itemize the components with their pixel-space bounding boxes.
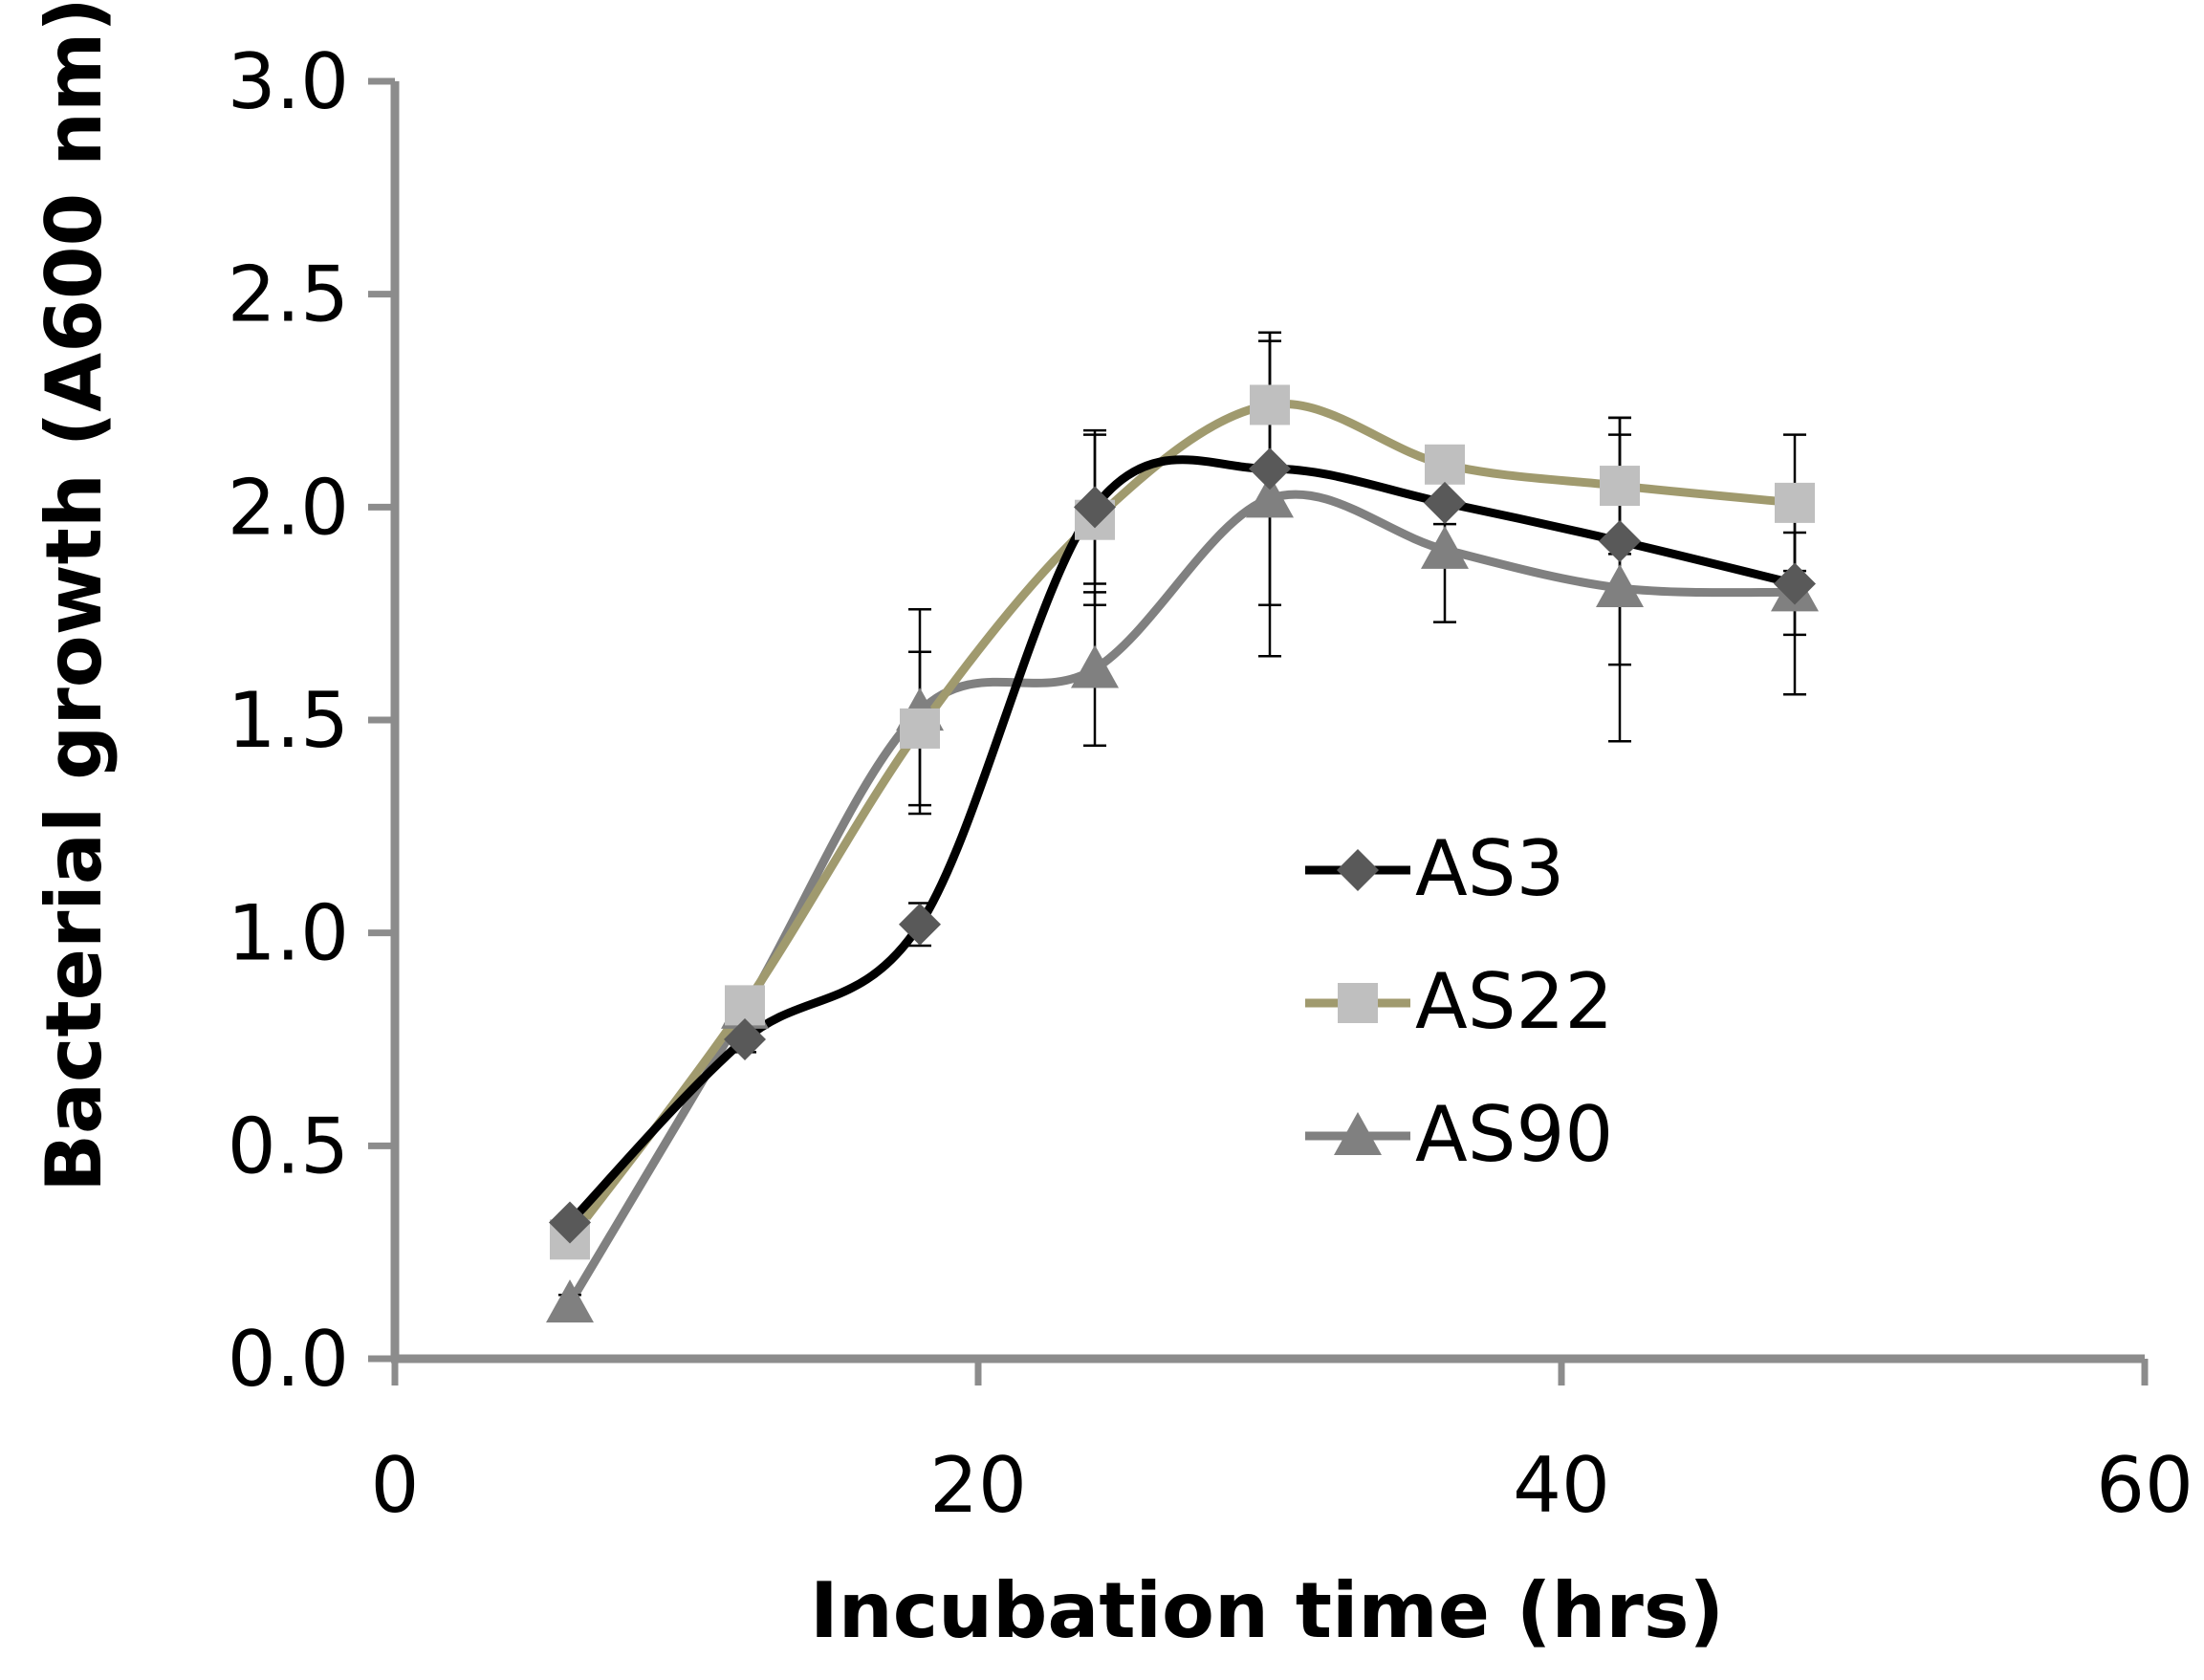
marker-as3: [549, 1201, 591, 1244]
y-tick-label: 0.0: [228, 1315, 349, 1404]
marker-as3: [724, 1018, 766, 1060]
x-tick-label: 0: [371, 1441, 420, 1530]
marker-as90: [546, 1279, 594, 1323]
legend: AS3 AS22 AS90: [1305, 824, 1613, 1179]
y-tick-label: 2.5: [228, 251, 349, 339]
marker-as3: [1774, 562, 1816, 605]
marker-as90: [1596, 563, 1644, 607]
x-axis-title: Incubation time (hrs): [810, 1566, 1724, 1655]
y-tick-label: 2.0: [228, 463, 349, 552]
legend-item-as22: AS22: [1305, 957, 1613, 1046]
legend-marker-as90: [1334, 1112, 1382, 1155]
marker-as90: [1421, 525, 1469, 569]
legend-symbol-as22: [1305, 983, 1410, 1023]
marker-as3: [1074, 486, 1116, 529]
y-tick-label: 3.0: [228, 37, 349, 126]
marker-as3: [1599, 519, 1641, 562]
marker-as22: [1425, 444, 1465, 485]
marker-as3: [899, 903, 941, 946]
y-tick-label: 1.0: [228, 889, 349, 978]
x-axis-ticks: 0 20 40 60: [371, 1359, 2193, 1530]
marker-as90: [1246, 474, 1294, 518]
marker-as3: [1424, 481, 1466, 524]
legend-symbol-as3: [1305, 849, 1410, 891]
y-axis-title: Bacterial growth (A600 nm): [30, 0, 119, 1192]
x-tick-label: 40: [1513, 1441, 1610, 1530]
y-axis-ticks: 0.0 0.5 1.0 1.5 2.0 2.5 3.0: [228, 37, 395, 1404]
y-tick-label: 0.5: [228, 1102, 349, 1190]
legend-item-as90: AS90: [1305, 1090, 1613, 1179]
legend-marker-as3: [1337, 849, 1379, 891]
marker-as22: [900, 708, 940, 749]
legend-symbol-as90: [1305, 1112, 1410, 1155]
legend-item-as3: AS3: [1305, 824, 1564, 913]
legend-label-as3: AS3: [1415, 824, 1564, 913]
x-tick-label: 20: [929, 1441, 1027, 1530]
legend-marker-as22: [1338, 983, 1378, 1023]
marker-as22: [1600, 466, 1640, 507]
y-tick-label: 1.5: [228, 676, 349, 765]
x-tick-label: 60: [2096, 1441, 2193, 1530]
data-markers: [546, 384, 1819, 1323]
series-line-as90: [565, 490, 1800, 1308]
legend-label-as22: AS22: [1415, 957, 1613, 1046]
marker-as90: [1071, 644, 1119, 688]
marker-as3: [1249, 447, 1291, 491]
marker-as22: [1775, 482, 1815, 523]
series-line-as3: [565, 455, 1800, 1227]
marker-as22: [1250, 384, 1290, 425]
legend-label-as90: AS90: [1415, 1090, 1613, 1179]
